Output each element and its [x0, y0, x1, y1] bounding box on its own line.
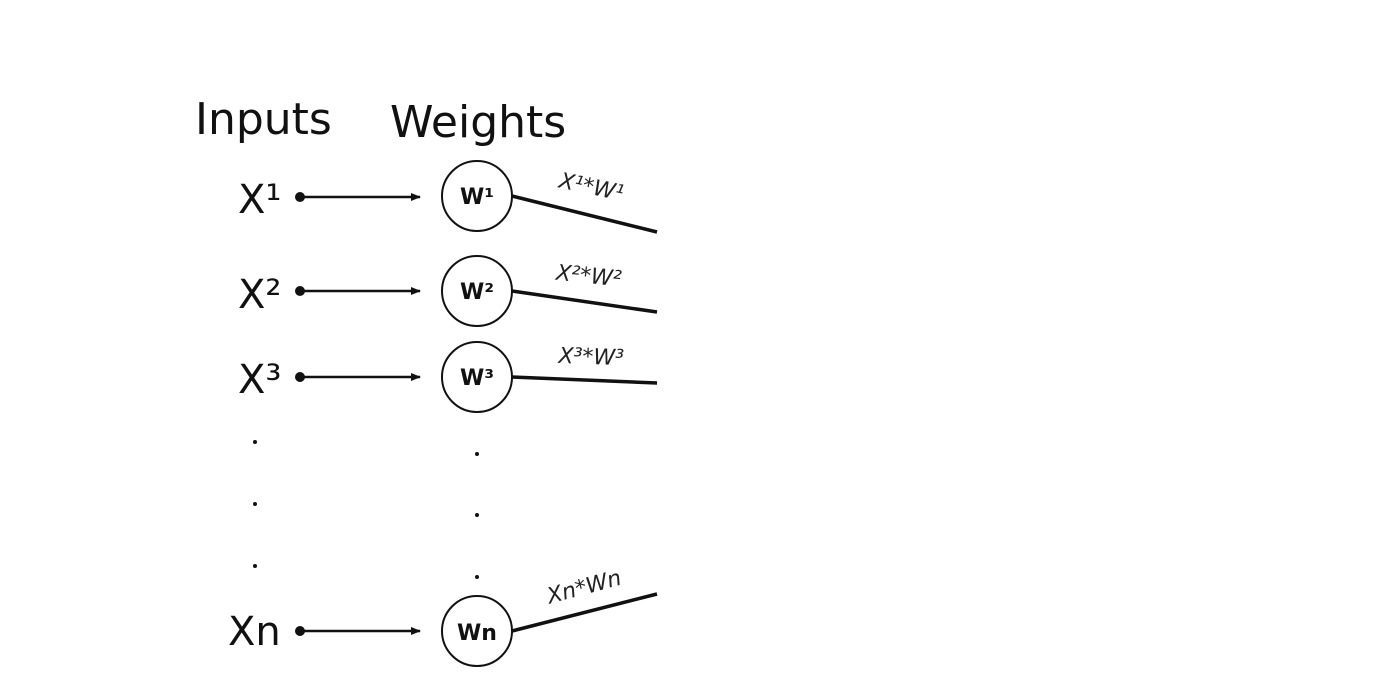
weight-label: W¹ — [460, 185, 494, 210]
input-row-3: X³ W³ X³*W³ — [238, 341, 658, 413]
product-label: X¹*W¹ — [556, 168, 626, 206]
weight-label: W³ — [460, 366, 494, 391]
inputs-heading: Inputs — [195, 94, 332, 145]
ellipsis-dot — [253, 440, 257, 444]
input-row-2: X² W² X²*W² — [238, 255, 658, 327]
input-label: Xn — [228, 609, 281, 655]
ellipsis-dot — [475, 513, 479, 517]
ellipsis-dot — [253, 564, 257, 568]
weight-node — [441, 255, 513, 327]
input-label: X¹ — [238, 177, 281, 223]
input-label: X² — [238, 272, 281, 318]
input-row-n: Xn Wn Xn*Wn — [228, 566, 658, 667]
output-line — [511, 592, 658, 633]
inputs-ellipsis — [253, 440, 257, 568]
input-label: X³ — [238, 357, 281, 403]
product-label: Xn*Wn — [544, 566, 625, 610]
product-label: X²*W² — [554, 261, 623, 293]
output-line — [511, 194, 658, 234]
weights-ellipsis — [475, 452, 479, 579]
ellipsis-dot — [475, 452, 479, 456]
weights-heading: Weights — [390, 97, 566, 148]
output-line — [511, 375, 658, 385]
input-row-1: X¹ W¹ X¹*W¹ — [238, 160, 658, 234]
ellipsis-dot — [253, 502, 257, 506]
weight-label: Wn — [457, 621, 497, 646]
weight-label: W² — [460, 280, 494, 305]
product-label: X³*W³ — [557, 344, 624, 371]
output-line — [511, 289, 658, 314]
ellipsis-dot — [475, 575, 479, 579]
